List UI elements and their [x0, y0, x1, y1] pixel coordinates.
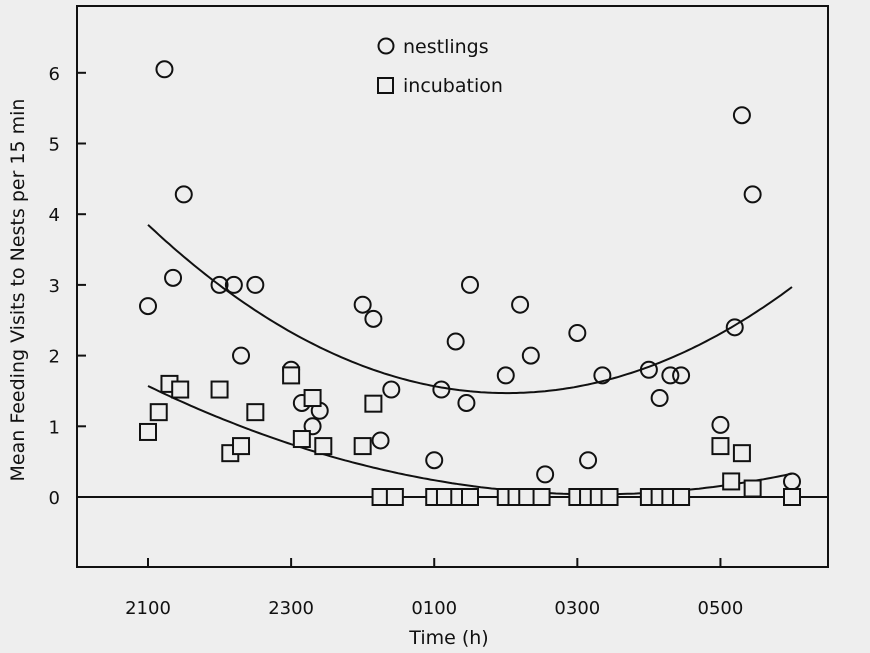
nestlings-point — [303, 417, 322, 436]
incubation-point — [532, 488, 551, 506]
nestlings-point — [425, 451, 444, 470]
y-tick-label: 4 — [49, 205, 60, 226]
incubation-point — [711, 437, 730, 456]
fit-curve-nestlings — [147, 224, 793, 395]
nestlings-point — [521, 346, 540, 365]
y-tick-label: 0 — [49, 488, 60, 509]
nestlings-point — [210, 275, 229, 294]
nestlings-point — [579, 451, 598, 470]
nestlings-point — [174, 185, 193, 204]
incubation-point — [722, 472, 741, 491]
nestlings-point — [382, 380, 401, 399]
nestlings-point — [650, 389, 669, 408]
y-tick-label: 2 — [49, 347, 60, 368]
incubation-point — [732, 444, 751, 463]
x-tick-label: 2100 — [125, 598, 171, 619]
nestlings-point — [457, 393, 476, 412]
legend-incubation-label: incubation — [403, 75, 503, 97]
incubation-point — [246, 403, 265, 422]
nestlings-point — [246, 275, 265, 294]
nestlings-point — [743, 185, 762, 204]
incubation-point — [385, 488, 404, 506]
y-axis: 0 1 2 3 4 5 6 — [49, 64, 86, 509]
x-tick-label: 0300 — [554, 598, 600, 619]
nestlings-point — [783, 472, 801, 491]
nestlings-point — [224, 275, 243, 294]
y-tick-label: 6 — [49, 64, 60, 85]
incubation-point — [461, 488, 479, 506]
incubation-point — [303, 389, 322, 408]
x-axis-title: Time (h) — [408, 627, 488, 649]
legend-nestlings-marker — [377, 37, 395, 55]
nestlings-point — [725, 318, 744, 337]
nestlings-point — [364, 309, 383, 328]
nestlings-point — [661, 366, 680, 385]
y-tick-label: 5 — [49, 135, 60, 156]
incubation-point — [353, 437, 372, 456]
nestlings-point — [139, 297, 157, 316]
nestlings-point — [732, 106, 751, 125]
nestlings-point — [536, 465, 555, 484]
incubation-point — [672, 488, 691, 506]
nestlings-point — [593, 366, 612, 385]
nestlings-point — [568, 323, 587, 342]
nestlings-point — [511, 295, 530, 314]
incubation-point — [139, 422, 157, 441]
nestlings-point — [353, 295, 372, 314]
incubation-point — [292, 430, 311, 449]
incubation-point — [743, 479, 762, 498]
incubation-point — [232, 437, 251, 456]
x-tick-label: 0500 — [698, 598, 744, 619]
x-tick-label: 2300 — [268, 598, 314, 619]
y-tick-label: 3 — [49, 276, 60, 297]
nestlings-point — [232, 346, 251, 365]
nestlings-point — [371, 431, 390, 450]
incubation-point — [171, 380, 190, 399]
legend-nestlings-label: nestlings — [403, 36, 489, 58]
incubation-point — [210, 380, 229, 399]
nestlings-point — [711, 415, 730, 434]
legend-incubation-marker — [377, 77, 394, 94]
y-tick-label: 1 — [49, 417, 60, 438]
nestlings-point — [496, 366, 515, 385]
nestlings-point — [432, 380, 451, 399]
x-axis: 2100 2300 0100 0300 0500 — [125, 558, 743, 619]
incubation-point — [149, 403, 168, 422]
nestlings-point — [672, 366, 691, 385]
nestlings-point — [461, 275, 479, 294]
legend: nestlings incubation — [377, 36, 503, 97]
data-markers — [139, 60, 801, 506]
nestlings-point — [164, 268, 183, 287]
incubation-point — [600, 488, 619, 506]
nestlings-point — [155, 60, 174, 79]
nestlings-point — [446, 332, 465, 351]
x-tick-label: 0100 — [411, 598, 457, 619]
y-axis-title: Mean Feeding Visits to Nests per 15 min — [7, 99, 29, 482]
plot-frame — [76, 5, 829, 568]
incubation-point — [282, 366, 301, 385]
nestlings-point — [639, 360, 658, 379]
incubation-point — [364, 394, 383, 413]
incubation-point — [314, 437, 333, 456]
incubation-point — [783, 488, 801, 506]
